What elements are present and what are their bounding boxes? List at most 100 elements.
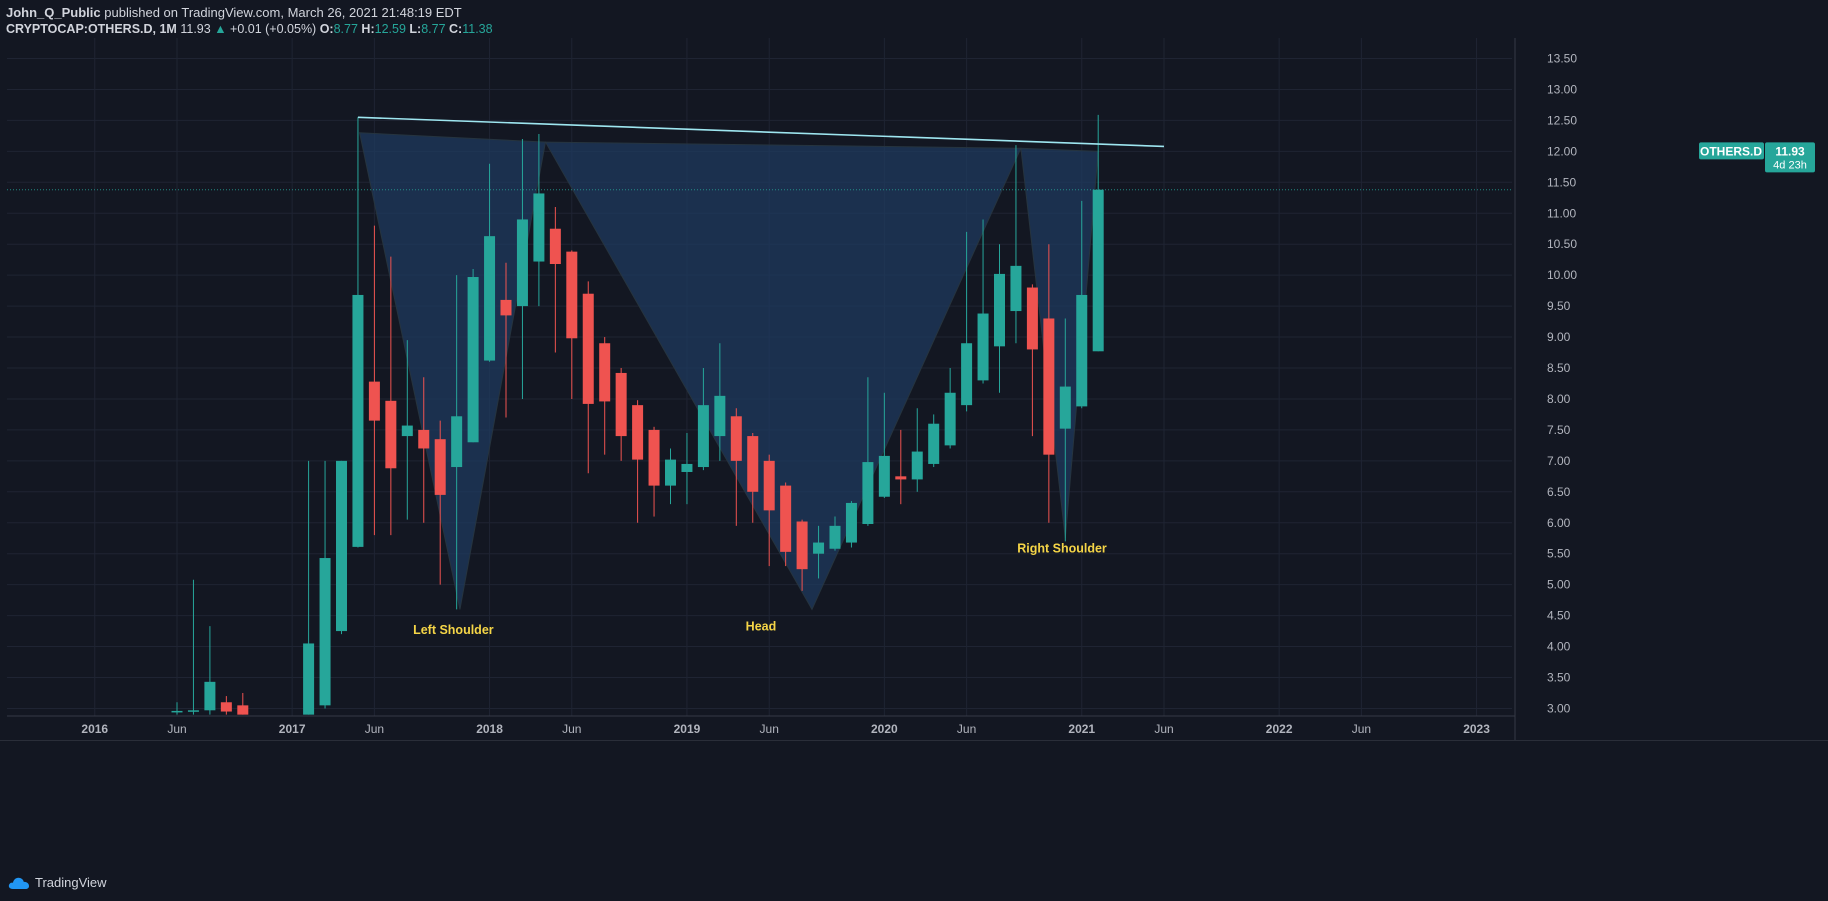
candle bbox=[385, 256, 397, 536]
candle bbox=[237, 692, 249, 715]
candle-body bbox=[1010, 265, 1022, 312]
y-tick-label: 8.50 bbox=[1547, 361, 1571, 375]
candle-body bbox=[862, 462, 874, 524]
author-name[interactable]: John_Q_Public bbox=[6, 5, 101, 20]
candle bbox=[911, 408, 923, 492]
candle-body bbox=[467, 277, 479, 443]
candle bbox=[681, 432, 693, 505]
last-price: 11.93 bbox=[180, 22, 211, 36]
candle bbox=[599, 337, 611, 455]
candle-body bbox=[697, 405, 709, 468]
candle-body bbox=[352, 294, 364, 547]
candle-body bbox=[401, 425, 413, 437]
candle bbox=[566, 250, 578, 399]
candle-body bbox=[599, 343, 611, 402]
candle-body bbox=[171, 710, 183, 713]
footer-bar: TradingView bbox=[0, 866, 1828, 901]
y-tick-label: 6.00 bbox=[1547, 516, 1571, 530]
candle-body bbox=[451, 416, 463, 468]
candle-body bbox=[665, 459, 676, 486]
x-tick-label: 2023 bbox=[1463, 722, 1490, 736]
candle bbox=[533, 134, 545, 307]
chart-axes: 3.00 3.50 4.00 4.50 5.00 5.50 6.00 6.50 7.00 7.50… bbox=[0, 38, 1828, 741]
high-value: 12.59 bbox=[374, 22, 406, 36]
annotation-label: Right Shoulder bbox=[1017, 541, 1107, 555]
y-tick-label: 11.50 bbox=[1547, 175, 1576, 189]
candle bbox=[187, 579, 199, 715]
y-tick-label: 4.50 bbox=[1547, 609, 1571, 623]
candle bbox=[467, 268, 479, 443]
candle-body bbox=[681, 463, 693, 472]
candle bbox=[878, 392, 890, 498]
candle bbox=[730, 408, 742, 526]
change-value: +0.01 (+0.05%) bbox=[230, 22, 317, 36]
candle bbox=[862, 377, 874, 526]
candle-body bbox=[747, 436, 759, 492]
candle bbox=[204, 626, 216, 715]
open-value: 8.77 bbox=[333, 22, 358, 36]
x-tick-label: Jun bbox=[957, 722, 976, 736]
x-tick-label: Jun bbox=[1352, 722, 1371, 736]
candle-body bbox=[730, 416, 742, 461]
candle bbox=[516, 138, 528, 399]
y-tick-label: 3.50 bbox=[1547, 671, 1571, 685]
candle-body bbox=[237, 705, 249, 715]
candle-body bbox=[220, 702, 232, 712]
y-tick-label: 13.00 bbox=[1547, 82, 1577, 96]
candle-body bbox=[1092, 189, 1104, 352]
candle-body bbox=[944, 392, 956, 446]
candle-body bbox=[878, 455, 890, 497]
y-tick-label: 11.00 bbox=[1547, 206, 1576, 220]
annotation-label: Left Shoulder bbox=[413, 623, 494, 637]
candle bbox=[1010, 145, 1022, 344]
head-and-shoulders-pattern[interactable] bbox=[358, 132, 1099, 611]
chart-header: John_Q_Public published on TradingView.c… bbox=[0, 0, 1828, 44]
price-tag-symbol-bg bbox=[1699, 142, 1764, 160]
y-tick-label: 7.50 bbox=[1547, 423, 1571, 437]
y-tick-label: 9.50 bbox=[1547, 299, 1571, 313]
tradingview-brand[interactable]: TradingView bbox=[8, 875, 107, 890]
candle-body bbox=[845, 502, 857, 543]
candle bbox=[763, 454, 775, 567]
x-tick-label: 2022 bbox=[1266, 722, 1293, 736]
pattern-annotations: Left Shoulder Head Right Shoulder bbox=[413, 541, 1107, 637]
low-value: 8.77 bbox=[421, 22, 446, 36]
candle-body bbox=[187, 710, 199, 712]
y-tick-label: 9.00 bbox=[1547, 330, 1571, 344]
y-tick-label: 5.00 bbox=[1547, 578, 1571, 592]
publish-info: John_Q_Public published on TradingView.c… bbox=[6, 5, 462, 20]
candle bbox=[961, 231, 973, 412]
x-tick-label: Jun bbox=[365, 722, 384, 736]
candle-body bbox=[516, 219, 528, 307]
candle bbox=[1076, 200, 1088, 409]
candle bbox=[895, 429, 907, 505]
x-tick-label: 2017 bbox=[279, 722, 306, 736]
neckline-trendline[interactable] bbox=[7, 116, 1512, 191]
y-tick-label: 4.00 bbox=[1547, 640, 1571, 654]
neckline bbox=[357, 116, 1165, 148]
candle-body bbox=[319, 558, 331, 706]
candle-series bbox=[171, 114, 1104, 715]
symbol-label[interactable]: CRYPTOCAP:OTHERS.D, 1M bbox=[6, 22, 177, 36]
candle bbox=[780, 482, 792, 567]
last-price-tag: OTHERS.D 11.93 4d 23h bbox=[1699, 142, 1815, 173]
annotation-label: Head bbox=[746, 619, 777, 633]
candle bbox=[336, 460, 347, 635]
candle-body bbox=[1026, 287, 1038, 350]
price-tag-countdown: 4d 23h bbox=[1773, 159, 1807, 171]
y-tick-label: 6.50 bbox=[1547, 485, 1571, 499]
candle-body bbox=[385, 400, 397, 469]
y-tick-label: 3.00 bbox=[1547, 701, 1571, 715]
candle-body bbox=[648, 429, 660, 486]
candle-body bbox=[204, 681, 216, 711]
price-tag-symbol: OTHERS.D bbox=[1700, 144, 1762, 158]
publish-date: published on TradingView.com, March 26, … bbox=[104, 5, 462, 20]
candle-body bbox=[714, 395, 726, 437]
candle-body bbox=[1043, 318, 1055, 455]
candle bbox=[648, 426, 660, 517]
y-tick-label: 13.50 bbox=[1547, 52, 1577, 66]
x-tick-label: Jun bbox=[1154, 722, 1173, 736]
candle bbox=[171, 702, 183, 715]
pattern-triangle-2 bbox=[544, 141, 1022, 611]
